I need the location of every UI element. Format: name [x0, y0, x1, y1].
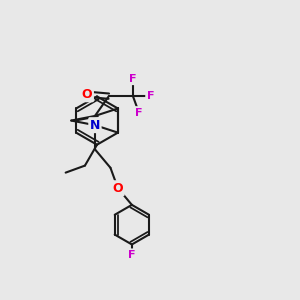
Text: F: F	[129, 74, 137, 84]
Text: O: O	[82, 88, 92, 101]
Text: F: F	[128, 250, 136, 260]
Text: F: F	[135, 107, 142, 118]
Text: F: F	[147, 91, 154, 101]
Text: O: O	[112, 182, 123, 195]
Text: N: N	[90, 119, 100, 132]
